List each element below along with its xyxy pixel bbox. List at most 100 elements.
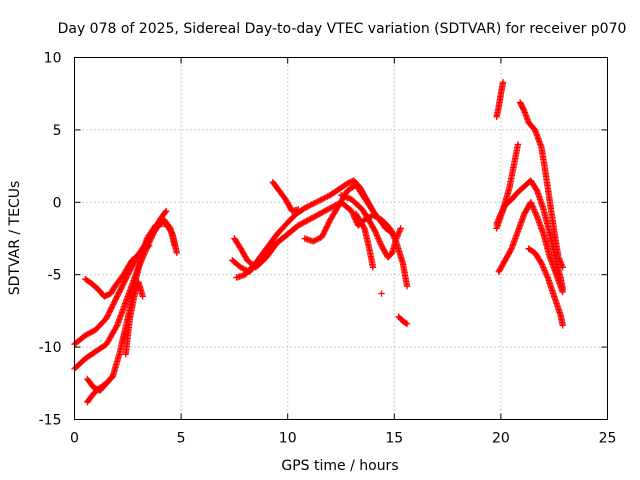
series-track-10	[269, 178, 302, 215]
series-track-13	[352, 210, 377, 271]
y-tick-label: -15	[39, 413, 62, 429]
data-point	[530, 206, 538, 213]
chart-title: Day 078 of 2025, Sidereal Day-to-day VTE…	[58, 21, 627, 37]
data-point	[360, 223, 367, 231]
series-track-6	[122, 278, 146, 358]
data-point	[507, 246, 515, 254]
data-point	[376, 238, 383, 245]
data-point	[530, 204, 537, 212]
data-point	[540, 264, 547, 271]
data-point	[308, 201, 316, 208]
data-point	[324, 193, 331, 200]
data-point	[394, 232, 401, 239]
data-point	[348, 207, 355, 215]
series-track-11	[301, 181, 377, 245]
data-point	[555, 255, 563, 262]
gridlines	[74, 57, 608, 420]
data-point	[108, 373, 116, 381]
data-point	[145, 242, 153, 249]
series-track-20	[495, 199, 566, 296]
data-point	[397, 225, 404, 232]
data-point	[371, 226, 378, 234]
series-track-12	[337, 191, 404, 261]
data-point	[541, 267, 548, 274]
data-point	[403, 320, 411, 328]
data-point	[402, 320, 410, 327]
data-point	[372, 229, 379, 236]
data-point	[320, 195, 327, 202]
data-point	[395, 229, 403, 236]
data-point	[368, 206, 376, 213]
data-point	[113, 323, 120, 330]
data-point	[307, 201, 314, 209]
data-point	[373, 230, 380, 238]
data-point	[315, 235, 323, 242]
series-track-19	[516, 99, 566, 271]
data-point	[396, 226, 404, 234]
data-point	[302, 204, 310, 211]
data-point	[528, 201, 536, 209]
data-point	[314, 236, 321, 243]
x-tick-label: 15	[385, 431, 403, 447]
data-points	[71, 78, 566, 406]
data-point	[396, 228, 403, 235]
x-tick-label: 0	[70, 431, 79, 447]
data-point	[318, 196, 326, 203]
data-point	[559, 288, 566, 296]
data-point	[310, 238, 317, 245]
data-point	[533, 212, 540, 219]
y-tick-label: -5	[48, 268, 62, 284]
data-point	[171, 242, 178, 249]
x-tick-label: 5	[177, 431, 186, 447]
data-point	[375, 235, 382, 242]
data-point	[559, 264, 566, 271]
data-point	[395, 230, 402, 238]
y-tick-label: 10	[44, 51, 62, 67]
data-point	[377, 241, 385, 248]
data-point	[240, 265, 247, 273]
data-point	[162, 209, 169, 216]
data-point	[144, 243, 152, 250]
data-point	[529, 203, 536, 210]
data-point	[557, 259, 565, 267]
data-point	[312, 199, 320, 206]
y-tick-label: 0	[53, 195, 62, 211]
data-point	[557, 258, 564, 265]
data-point	[558, 262, 566, 270]
data-point	[369, 264, 377, 271]
data-point	[317, 196, 324, 204]
data-point	[375, 236, 383, 244]
data-point	[237, 264, 244, 271]
series-track-21	[525, 245, 566, 329]
data-point	[301, 204, 308, 212]
x-axis-label: GPS time / hours	[281, 458, 398, 474]
data-point	[311, 237, 318, 244]
data-point	[393, 235, 400, 242]
series-track-14	[378, 290, 385, 297]
plot-frame	[74, 57, 608, 420]
data-point	[542, 270, 550, 277]
series-track-9	[231, 222, 302, 271]
data-point	[556, 257, 563, 264]
data-point	[543, 271, 550, 278]
series-track-5	[84, 372, 117, 394]
data-point	[173, 249, 181, 257]
data-point	[527, 199, 534, 206]
data-point	[403, 283, 411, 290]
y-tick-label: -10	[39, 340, 62, 356]
data-point	[540, 265, 548, 273]
data-point	[349, 209, 356, 216]
data-point	[378, 290, 385, 297]
data-point	[293, 223, 301, 230]
data-point	[532, 210, 540, 218]
data-point	[531, 207, 538, 215]
data-point	[314, 198, 321, 205]
x-tick-label: 25	[599, 431, 617, 447]
series-track-18	[493, 78, 507, 121]
data-point	[109, 372, 117, 380]
data-point	[295, 222, 302, 229]
x-tick-label: 20	[492, 431, 510, 447]
data-point	[393, 233, 401, 241]
data-point	[162, 207, 170, 215]
data-point	[389, 230, 397, 237]
